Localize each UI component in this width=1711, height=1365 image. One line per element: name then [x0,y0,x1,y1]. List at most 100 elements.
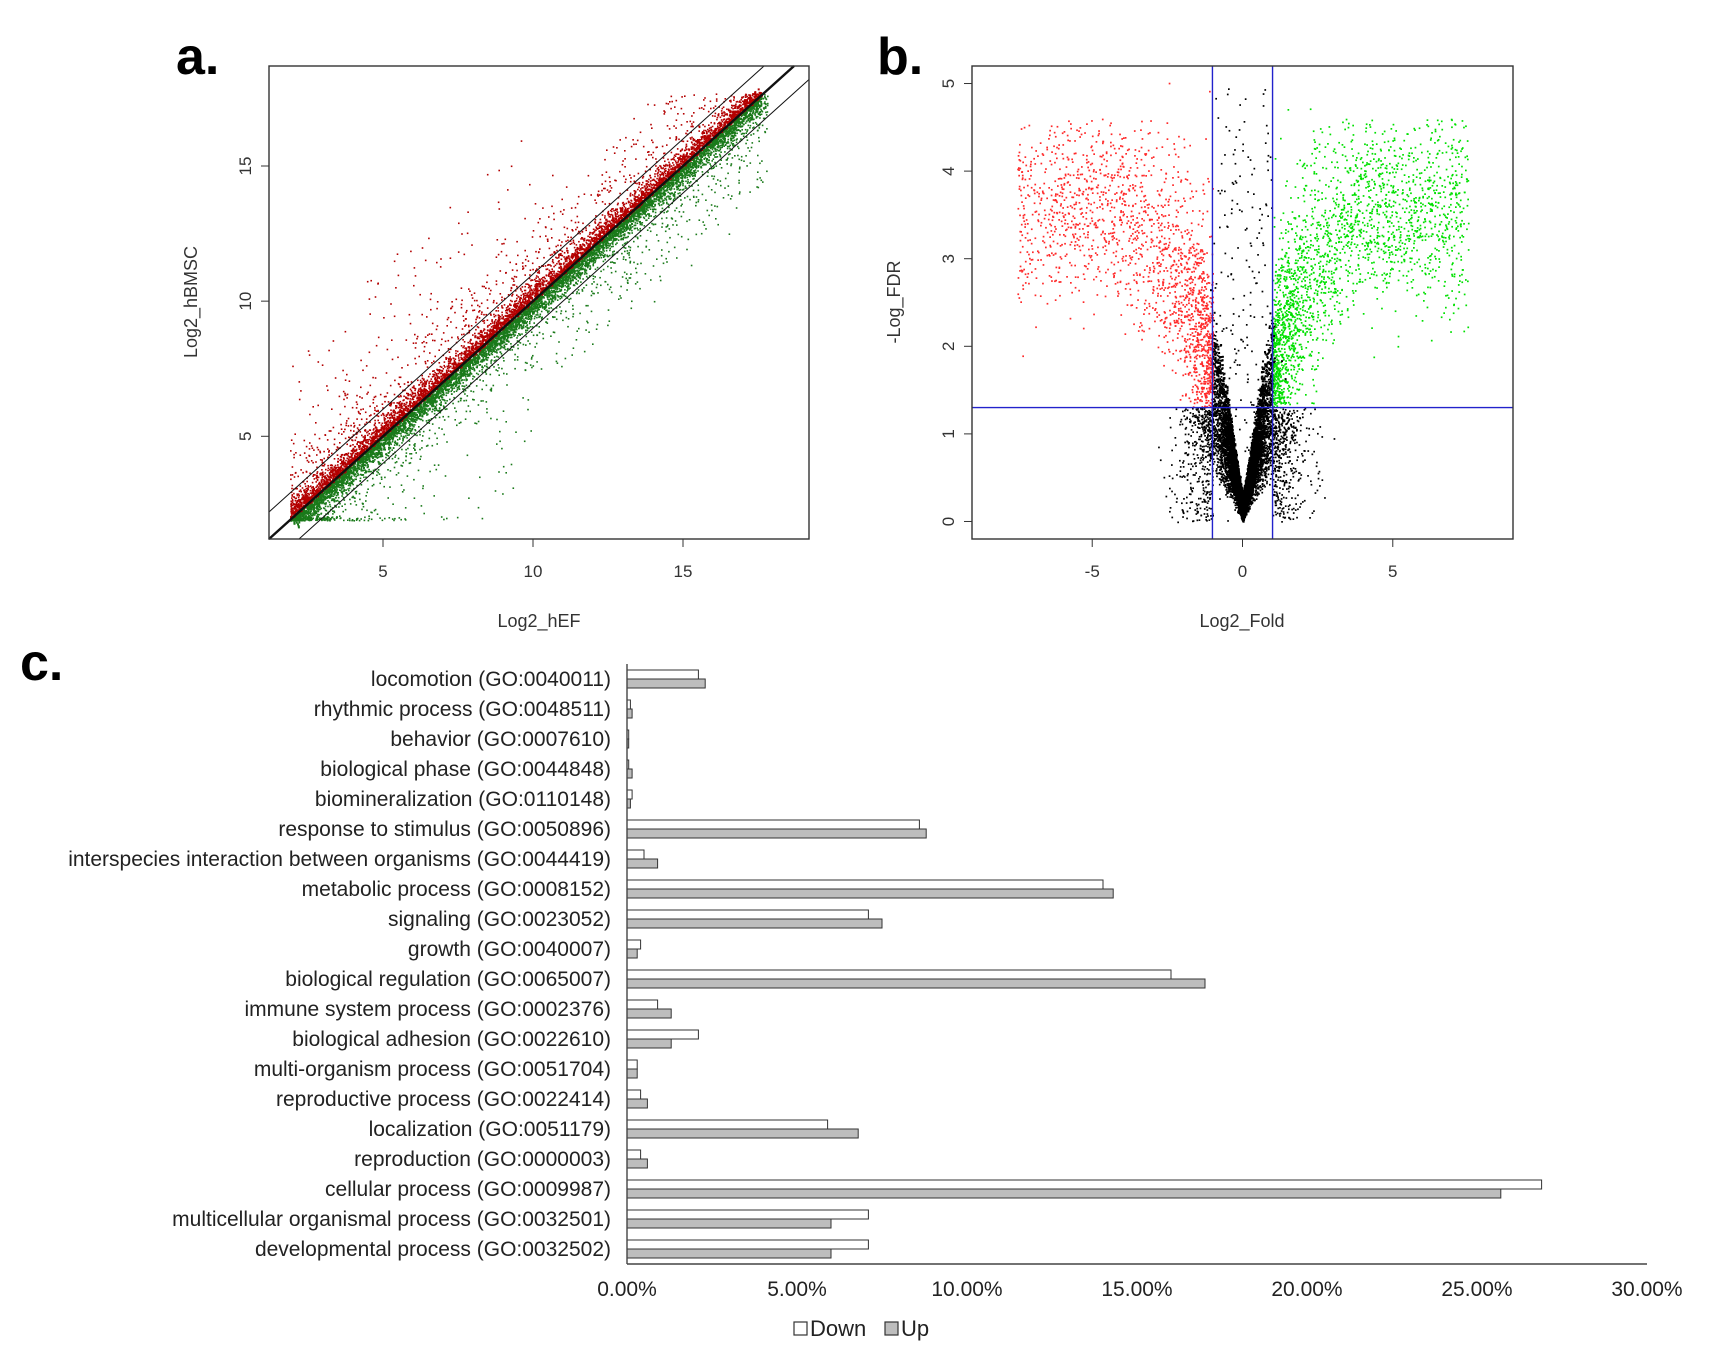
scatter-a-point [442,405,445,407]
scatter-a-point [485,363,488,365]
scatter-a-point [465,318,467,320]
scatter-a-point [654,223,657,226]
scatter-a-point [428,387,430,390]
scatter-a-point [458,222,460,225]
scatter-a-point [639,229,642,232]
panel-label-b: b. [877,28,923,86]
scatter-a-point [638,186,640,189]
scatter-a-point [631,229,633,232]
scatter-a-point [619,207,622,209]
scatter-a-point [689,120,692,123]
scatter-a-point [548,216,550,218]
scatter-a-point [345,424,347,427]
scatter-a-point [317,448,320,451]
scatter-a-point [480,302,483,305]
scatter-a-point [387,469,389,471]
scatter-a-point [346,373,348,376]
scatter-a-point [318,513,321,516]
scatter-a-point [531,262,534,265]
scatter-a-point [558,239,561,241]
scatter-a-point [684,95,686,97]
scatter-a-point [592,264,595,267]
scatter-a-point [714,205,716,207]
scatter-a-point [360,359,362,362]
scatter-a-point [705,228,707,230]
scatter-a-point [638,183,641,186]
scatter-a-point [670,107,672,110]
scatter-a-point [524,361,527,364]
scatter-a-point [722,106,725,108]
scatter-a-point [437,464,440,466]
scatter-a-point [630,273,632,275]
scatter-a-point [697,189,700,192]
scatter-a-point [639,235,642,237]
scatter-a-point [560,267,562,270]
scatter-a-point [503,360,505,362]
scatter-a-point [442,368,445,370]
scatter-a-point [455,298,458,301]
scatter-a-point [470,390,472,392]
scatter-a-point [646,219,648,221]
scatter-a-point [456,388,459,391]
scatter-a-point [739,130,742,133]
scatter-a-point [332,513,334,515]
scatter-a-point [350,452,352,455]
scatter-a-point [369,470,371,473]
scatter-a-point [529,342,531,345]
scatter-a-point [561,241,563,243]
scatter-a-point [357,410,360,413]
scatter-a-point [534,278,536,281]
scatter-a-point [551,205,553,208]
scatter-a-point [726,157,729,159]
scatter-a-point [619,139,621,141]
scatter-a-point [676,153,678,155]
scatter-a-point [500,250,503,253]
scatter-a-point [565,263,568,265]
scatter-a-point [661,222,664,225]
scatter-a-point [677,113,679,115]
scatter-a-point [740,98,742,101]
scatter-a-point [403,402,405,405]
scatter-a-point [676,224,678,226]
scatter-a-point [704,104,706,107]
scatter-a-point [383,317,385,319]
scatter-a-point [760,110,763,112]
scatter-a-point [514,290,517,292]
scatter-a-point [742,103,744,106]
scatter-a-point [460,345,463,347]
scatter-a-point [449,356,451,358]
scatter-a-point [697,170,699,172]
scatter-a-point [560,263,563,265]
scatter-a-point [496,418,498,421]
scatter-a-point [534,285,536,288]
scatter-a-point [366,431,368,434]
scatter-a-point [432,339,434,342]
scatter-a-point [402,414,405,416]
scatter-a-point [762,181,764,183]
scatter-a-point [733,133,736,135]
scatter-a-point [388,517,391,519]
scatter-a-point [458,385,460,387]
scatter-a-point [524,249,526,252]
scatter-a-point [746,130,748,133]
scatter-a-point [512,284,514,286]
scatter-a-point [291,499,294,501]
scatter-a-point [661,226,663,228]
scatter-a-point [716,156,719,158]
scatter-a-point [764,101,766,103]
scatter-a-point [597,223,600,225]
scatter-a-point [401,465,404,467]
scatter-a-point [474,332,476,335]
scatter-a-point [729,144,731,147]
scatter-a-point [708,214,710,217]
scatter-a-point [527,315,530,317]
scatter-a-point [673,154,676,157]
scatter-a-point [352,483,354,486]
scatter-a-point [731,104,733,107]
scatter-a-point [729,147,731,150]
scatter-a-point [607,324,609,327]
scatter-a-point [587,266,589,269]
scatter-a-point [290,474,292,476]
scatter-a-point [463,319,465,322]
scatter-a-point [562,263,565,265]
